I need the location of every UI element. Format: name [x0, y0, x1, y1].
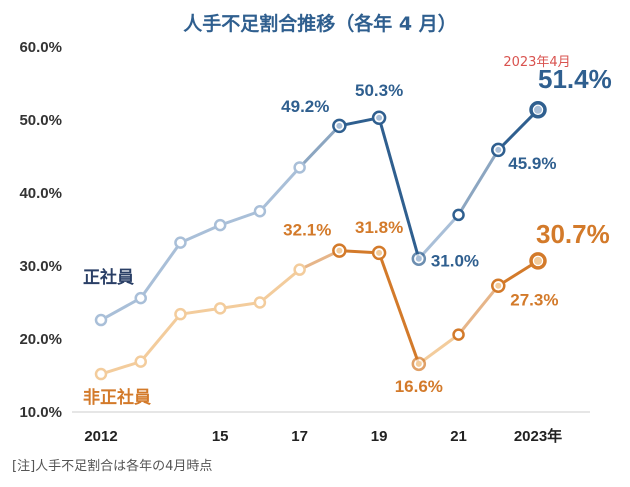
data-label: 16.6%	[395, 377, 443, 396]
data-label: 49.2%	[281, 97, 329, 116]
x-tick-label: 19	[371, 428, 388, 445]
data-label: 45.9%	[508, 154, 556, 173]
data-point-core	[376, 114, 383, 121]
y-tick-label: 50.0%	[19, 112, 62, 129]
data-point-core	[376, 249, 383, 256]
series-segment	[100, 296, 142, 322]
series-segment	[219, 209, 261, 227]
data-point-core	[415, 255, 422, 262]
data-point	[253, 205, 267, 218]
chart-title: 人手不足割合推移（各年 4 月）	[183, 12, 456, 35]
y-axis: 10.0% 20.0% 30.0% 40.0% 50.0% 60.0%	[19, 39, 62, 421]
data-point	[174, 236, 187, 249]
x-tick-label: 17	[291, 428, 308, 445]
data-label: 51.4%	[538, 64, 612, 94]
x-tick-label: 2023年	[514, 427, 562, 445]
y-tick-label: 30.0%	[19, 258, 62, 275]
series-segment	[457, 149, 500, 216]
series-segment	[377, 252, 421, 365]
data-label: 50.3%	[355, 81, 403, 100]
series-name-nonregular: 非正社員	[83, 387, 151, 408]
x-tick-label: 21	[450, 428, 467, 445]
data-point	[94, 367, 108, 381]
series-points	[94, 101, 547, 381]
data-point-core	[336, 247, 343, 254]
series-segment	[497, 108, 540, 151]
data-point	[213, 218, 227, 232]
series-segment	[180, 306, 221, 316]
y-tick-label: 10.0%	[19, 404, 62, 421]
data-point	[452, 328, 465, 341]
series-segment	[377, 117, 421, 260]
series-segment	[457, 284, 500, 336]
series-segment	[219, 301, 261, 310]
data-point-core	[534, 256, 542, 265]
data-labels: 49.2% 50.3% 31.0% 45.9% 51.4% 32.1% 31.8% 16.6%…	[281, 64, 612, 396]
data-label: 27.3%	[510, 291, 558, 310]
annotation-date: 2023年4月	[503, 55, 570, 70]
series-segment	[417, 213, 460, 260]
data-point	[213, 302, 227, 315]
series-segment	[100, 360, 142, 376]
data-point	[293, 263, 306, 276]
series-segment	[298, 124, 341, 169]
data-point	[452, 208, 465, 222]
series-segment	[258, 166, 301, 213]
data-point	[293, 161, 306, 174]
data-point	[134, 355, 147, 368]
series-segment	[139, 241, 182, 299]
y-tick-label: 40.0%	[19, 185, 62, 202]
data-point-core	[415, 360, 422, 367]
x-tick-label: 15	[212, 428, 229, 445]
series-name-regular: 正社員	[83, 267, 134, 288]
footnote: [注]人手不足割合は各年の4月時点	[12, 458, 212, 474]
y-tick-label: 20.0%	[19, 331, 62, 348]
data-point-core	[495, 282, 502, 289]
data-point	[253, 296, 267, 309]
data-point-core	[336, 122, 343, 129]
data-point	[94, 313, 108, 327]
data-point-core	[495, 146, 502, 153]
series-lines	[100, 108, 540, 376]
x-tick-label: 2012	[84, 428, 117, 445]
series-segment	[258, 268, 301, 304]
data-point	[134, 291, 147, 305]
data-label: 31.8%	[355, 218, 403, 237]
series-segment	[417, 333, 460, 366]
series-segment	[179, 223, 221, 245]
data-label: 30.7%	[536, 219, 610, 249]
series-segment	[298, 249, 341, 272]
x-axis: 2012 15 17 19 21 2023年	[84, 427, 562, 445]
data-label: 32.1%	[283, 221, 331, 240]
data-point	[174, 307, 187, 321]
series-segment	[139, 313, 182, 363]
data-point-core	[534, 105, 542, 114]
data-label: 31.0%	[431, 252, 479, 271]
y-tick-label: 60.0%	[19, 39, 62, 56]
